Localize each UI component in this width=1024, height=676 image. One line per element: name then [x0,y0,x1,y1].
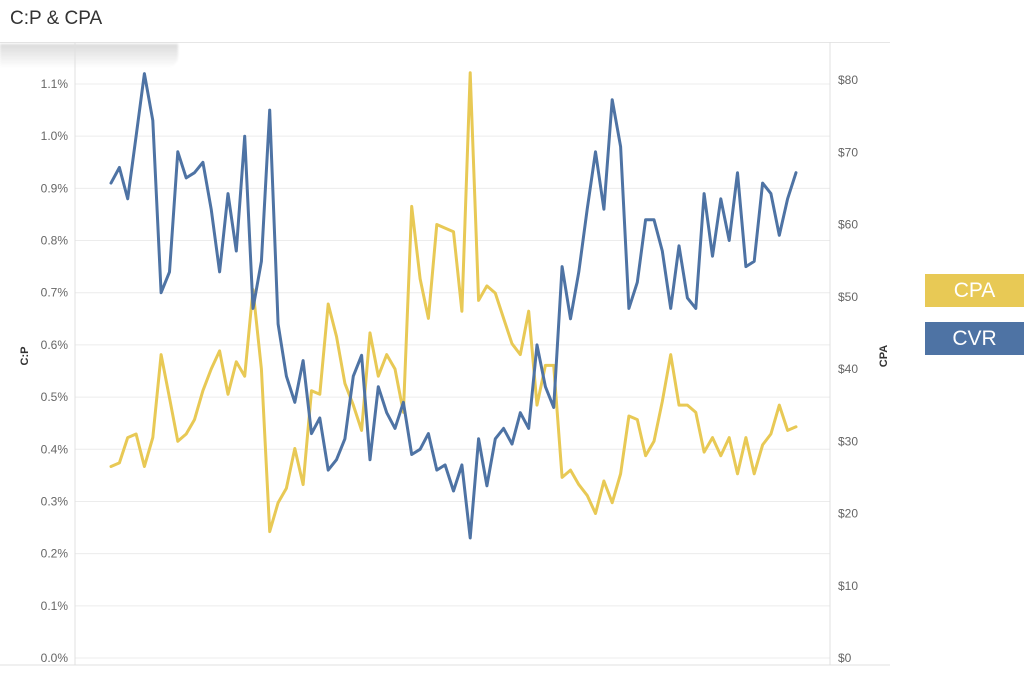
title-shadow [0,44,178,68]
legend-item-cvr[interactable]: CVR [925,322,1024,355]
legend-item-cpa[interactable]: CPA [925,274,1024,307]
right-tick-label: $60 [838,218,858,232]
left-tick-label: 0.2% [41,547,69,561]
left-tick-label: 0.8% [41,234,69,248]
right-tick-label: $50 [838,290,858,304]
left-tick-label: 0.4% [41,442,69,456]
right-tick-label: $70 [838,145,858,159]
left-tick-label: 0.9% [41,181,69,195]
right-tick-label: $80 [838,73,858,87]
left-tick-label: 0.0% [41,651,69,665]
right-tick-label: $0 [838,651,852,665]
series-line-cpa [109,71,798,534]
right-axis-title: CPA [878,345,890,367]
left-tick-label: 0.1% [41,599,69,613]
right-tick-label: $20 [838,507,858,521]
right-tick-label: $30 [838,434,858,448]
left-tick-label: 1.0% [41,129,69,143]
left-tick-label: 0.5% [41,390,69,404]
left-tick-label: 1.1% [41,77,69,91]
right-tick-label: $10 [838,579,858,593]
left-tick-label: 0.3% [41,494,69,508]
right-tick-label: $40 [838,362,858,376]
title-bar: C:P & CPA [0,0,890,43]
left-tick-label: 0.7% [41,286,69,300]
series-line-cvr [109,72,798,540]
left-tick-label: 0.6% [41,338,69,352]
left-axis-title: C:P [19,347,31,366]
chart-title: C:P & CPA [10,8,103,29]
